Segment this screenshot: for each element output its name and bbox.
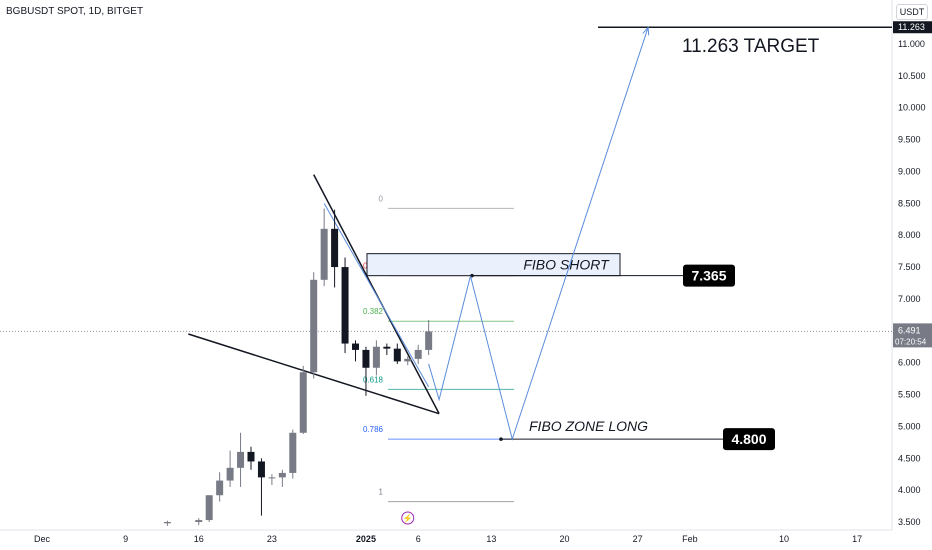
last-price-badge (893, 323, 932, 348)
price-tick-label: 8.000 (898, 230, 921, 240)
candle-body (352, 343, 359, 350)
candle-body (341, 267, 349, 344)
fib-level-label: 0 (379, 194, 384, 203)
fibo-long-label: FIBO ZONE LONG (529, 418, 648, 434)
candle-body (247, 451, 255, 462)
price-tick-label: 6.000 (898, 358, 921, 368)
price-tick-label: 10.500 (898, 71, 926, 81)
price-tick-label: 5.000 (898, 421, 921, 431)
candle-body (299, 372, 307, 433)
lightning-icon-glyph: ⚡ (403, 513, 413, 523)
target-label: 11.263 TARGET (682, 36, 820, 57)
time-tick-label: Feb (682, 534, 698, 544)
price-tick-label: 7.000 (898, 294, 921, 304)
price-tick-label: 8.500 (898, 198, 921, 208)
candle-body (372, 346, 380, 368)
target-price-badge (893, 21, 932, 34)
time-tick-label: 13 (486, 534, 496, 544)
channel-line (323, 203, 430, 388)
price-tick-label: 9.500 (898, 135, 921, 145)
target-price-value: 11.263 (898, 22, 925, 32)
time-tick-label: Dec (34, 534, 51, 544)
currency-button[interactable]: USDT (896, 4, 928, 20)
time-tick-label: 17 (852, 534, 862, 544)
fibo-long-dot (499, 437, 503, 441)
candle-body (362, 349, 370, 368)
price-tick-label: 11.000 (898, 39, 925, 49)
candle-body (226, 467, 234, 481)
last-price-value: 6.491 (898, 325, 921, 335)
candle-body (205, 495, 213, 521)
time-tick-label: 27 (633, 534, 643, 544)
fibo-long-value: 4.800 (731, 431, 766, 447)
projection-path (428, 27, 649, 441)
bar-countdown: 07:20:54 (895, 337, 927, 346)
candle-body (278, 472, 286, 478)
time-tick-label: 9 (123, 534, 128, 544)
price-tick-label: 9.000 (898, 166, 921, 176)
fib-level-label: 0.786 (363, 425, 384, 434)
price-tick-label: 3.500 (898, 517, 921, 527)
candle-body (216, 480, 224, 496)
time-tick-label: 2025 (356, 534, 376, 544)
price-tick-label: 4.000 (898, 485, 921, 495)
price-tick-label: 4.500 (898, 453, 921, 463)
fibo-short-value: 7.365 (691, 268, 726, 284)
candle-body (383, 346, 391, 349)
time-tick-label: 6 (416, 534, 421, 544)
fib-level-label: 1 (379, 488, 384, 497)
time-tick-label: 20 (559, 534, 569, 544)
candle-body (331, 228, 339, 268)
fibo-short-badge (683, 264, 735, 287)
price-tick-label: 5.500 (898, 390, 921, 400)
price-tick-label: 10.000 (898, 103, 926, 113)
time-tick-label: 10 (779, 534, 789, 544)
candle-body (425, 331, 433, 350)
candle-body (289, 432, 297, 473)
fib-level-label: 0.382 (363, 307, 384, 316)
candle-body (320, 228, 328, 280)
time-tick-label: 23 (267, 534, 277, 544)
candle-body (310, 279, 318, 373)
fibo-short-label: FIBO SHORT (523, 257, 610, 273)
symbol-title: BGBUSDT SPOT, 1D, BITGET (6, 6, 144, 17)
lightning-icon (401, 511, 415, 525)
candle-body (268, 477, 276, 479)
candle-body (195, 520, 203, 522)
candle-body (237, 451, 245, 468)
price-tick-label: 7.500 (898, 262, 921, 272)
candle-body (414, 349, 422, 359)
candle-body (163, 522, 171, 524)
fibo-long-badge (723, 428, 775, 451)
fib-level-label: 0.618 (363, 375, 384, 384)
projection-arrowhead (642, 26, 650, 36)
candle-body (393, 348, 401, 362)
time-tick-label: 16 (194, 534, 204, 544)
candle-body (257, 461, 265, 478)
candle-body (404, 358, 412, 362)
